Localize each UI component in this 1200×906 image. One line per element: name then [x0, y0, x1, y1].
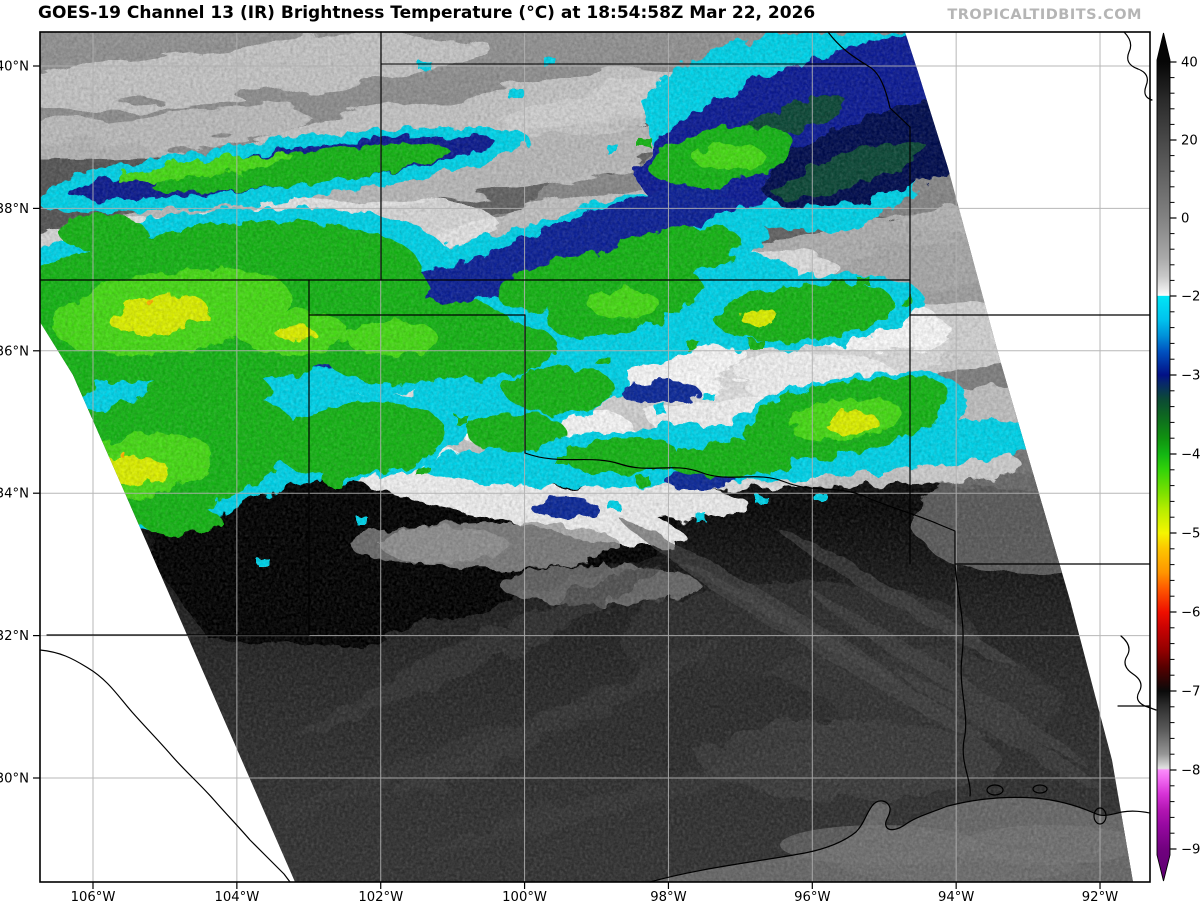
plot-frame [39, 31, 1151, 883]
colorbar: 40 20 0 −20 −30 −40 −50 −60 −70 −80 −90 [1156, 32, 1200, 882]
colorbar-tick-label: −30 [1181, 369, 1200, 384]
x-tick-label: 104°W [214, 890, 259, 905]
x-axis: 106°W 104°W 102°W 100°W 98°W 96°W 94°W 92°W [71, 882, 1118, 905]
colorbar-tick-label: −90 [1181, 843, 1200, 858]
rio-grande [39, 649, 291, 883]
x-tick-label: 106°W [71, 890, 116, 905]
watermark: TROPICALTIDBITS.COM [947, 7, 1142, 23]
x-tick-label: 96°W [794, 890, 830, 905]
colorbar-tick-label: 20 [1181, 134, 1198, 149]
x-tick-label: 98°W [650, 890, 686, 905]
colorbar-tick-label: −60 [1181, 606, 1200, 621]
colorbar-tick-label: −70 [1181, 685, 1200, 700]
colorbar-bar [1156, 32, 1171, 882]
y-axis: 40°N 38°N 36°N 34°N 32°N 30°N [0, 60, 40, 787]
y-tick-label: 40°N [0, 60, 29, 75]
y-tick-label: 32°N [0, 629, 29, 644]
mississippi-river-north [1123, 31, 1153, 101]
graticule [40, 32, 1150, 882]
missouri-river [827, 31, 911, 128]
x-tick-label: 92°W [1082, 890, 1118, 905]
calcasieu-lake [986, 784, 1004, 796]
y-tick-label: 38°N [0, 202, 29, 217]
colorbar-tick-label: −50 [1181, 527, 1200, 542]
red-river [524, 452, 956, 565]
x-tick-label: 102°W [358, 890, 403, 905]
figure-title: GOES-19 Channel 13 (IR) Brightness Tempe… [38, 3, 816, 23]
sabine-river [954, 563, 971, 797]
y-tick-label: 36°N [0, 344, 29, 359]
mississippi-river-south [1120, 635, 1157, 711]
colorbar-tick-label: −40 [1181, 448, 1200, 463]
x-tick-label: 100°W [502, 890, 547, 905]
colorbar-tick-label: 40 [1181, 56, 1198, 71]
sabine-lake [1093, 807, 1107, 825]
colorbar-tick-label: 0 [1181, 212, 1189, 227]
borders [39, 31, 1157, 883]
x-tick-label: 94°W [938, 890, 974, 905]
colorbar-ticks: 40 20 0 −20 −30 −40 −50 −60 −70 −80 −90 [1170, 56, 1200, 858]
satellite-imagery [40, 32, 1133, 882]
y-tick-label: 34°N [0, 487, 29, 502]
y-tick-label: 30°N [0, 772, 29, 787]
colorbar-tick-label: −20 [1181, 290, 1200, 305]
colorbar-tick-label: −80 [1181, 764, 1200, 779]
coastal-lake [1032, 784, 1048, 794]
